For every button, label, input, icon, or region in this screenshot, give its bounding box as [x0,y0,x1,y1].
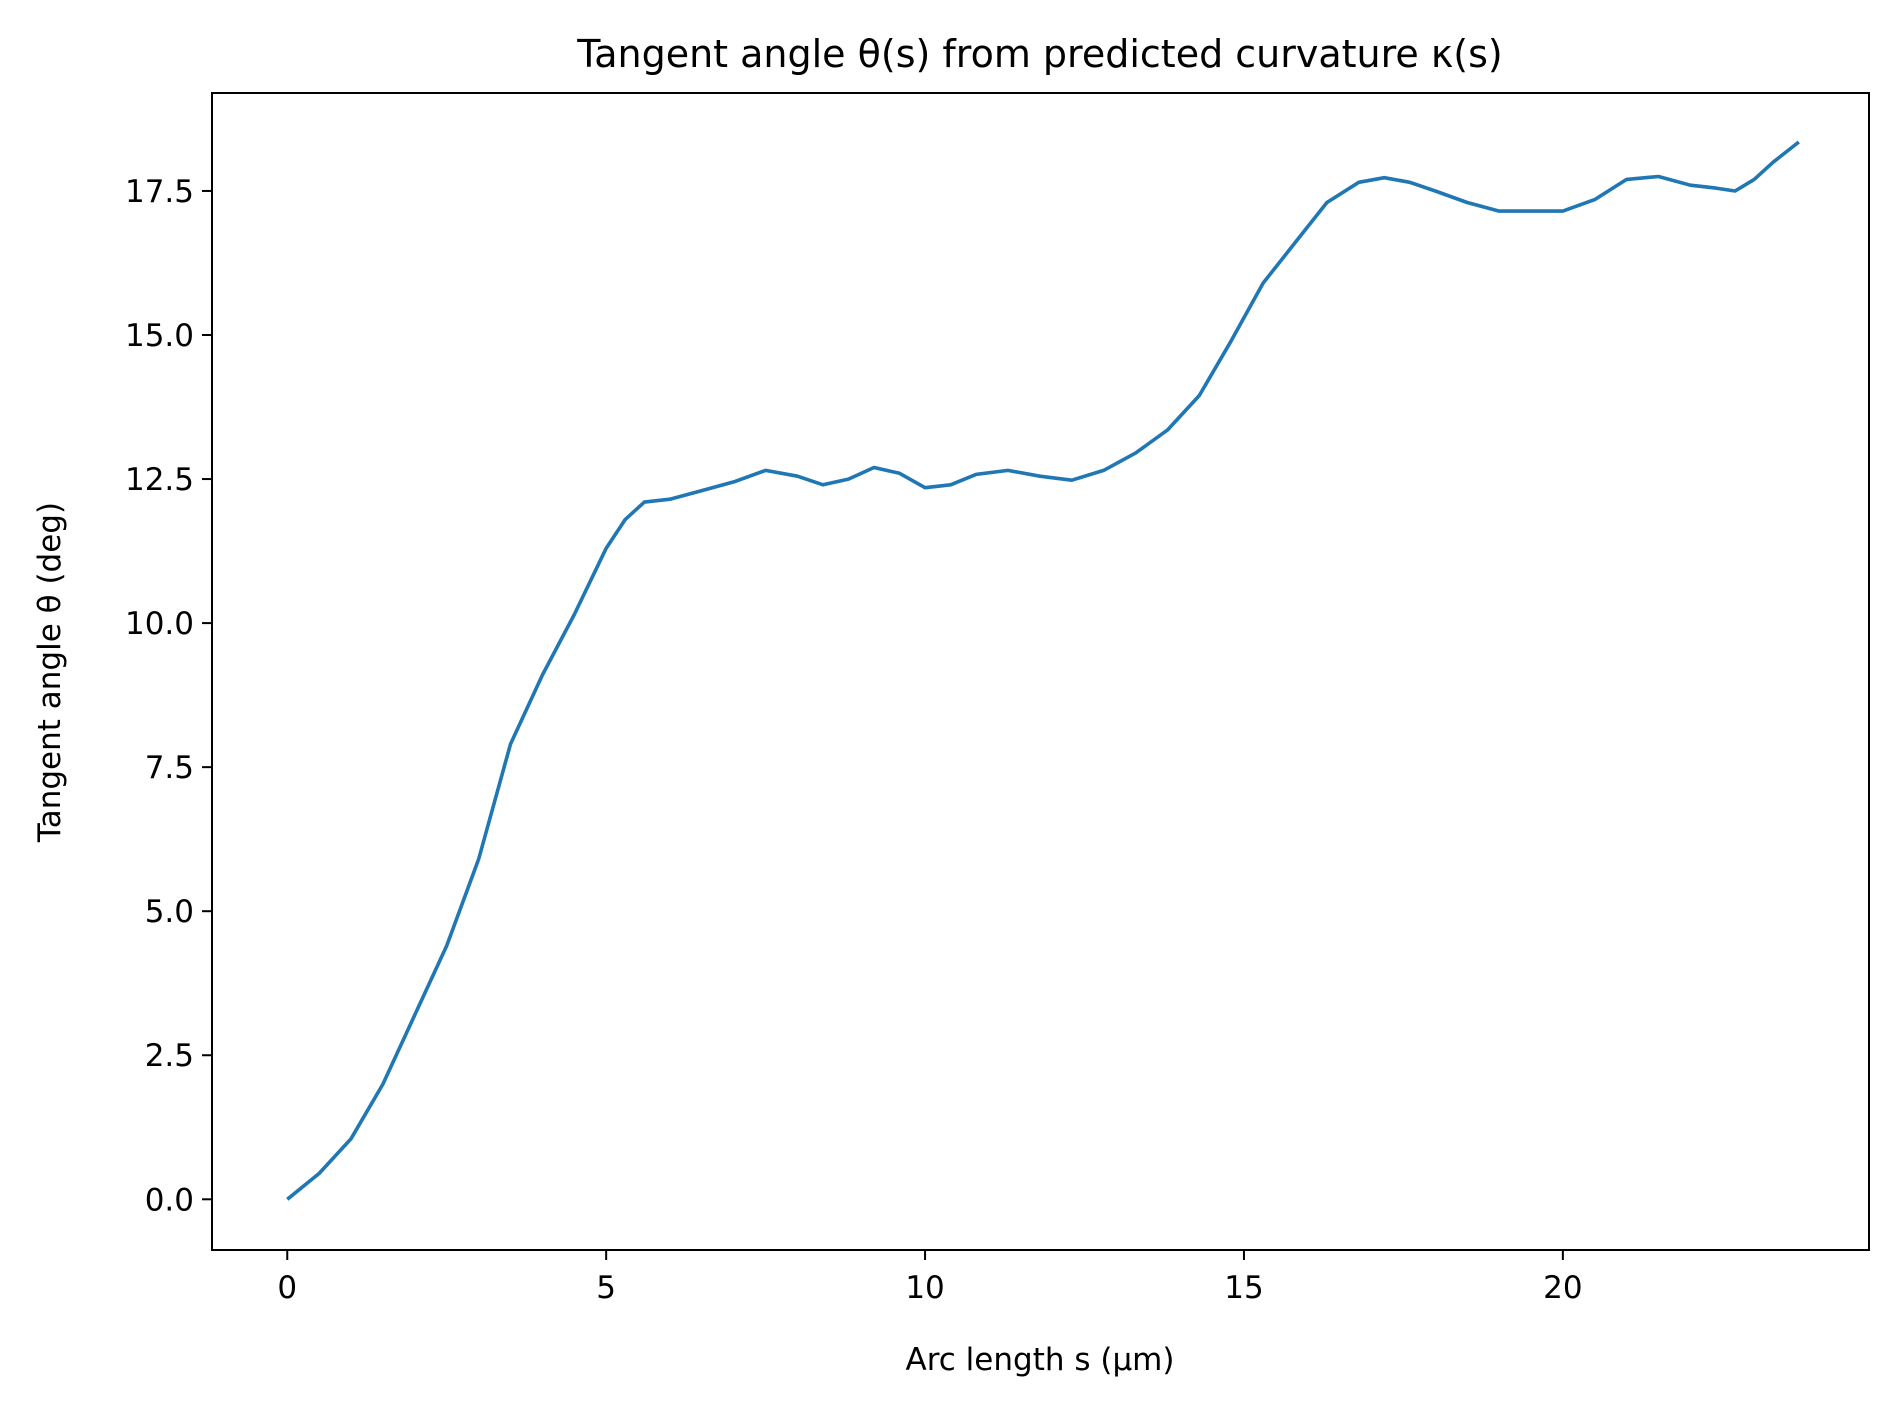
x-axis-label: Arc length s (μm) [906,1342,1175,1378]
plot-area [211,92,1870,1251]
x-axis: 0 5 10 15 20 [277,1250,1583,1306]
x-tick-label: 15 [1224,1270,1263,1306]
x-tick-label: 20 [1543,1270,1582,1306]
y-axis-label: Tangent angle θ (deg) [32,502,68,843]
y-tick-label: 10.0 [125,606,194,642]
x-tick-label: 10 [905,1270,944,1306]
y-tick-label: 0.0 [145,1182,194,1218]
y-tick-label: 7.5 [145,750,194,786]
series-line [286,140,1800,1201]
y-tick-label: 2.5 [145,1038,194,1074]
chart-title: Tangent angle θ(s) from predicted curvat… [576,32,1502,76]
y-tick-label: 12.5 [125,462,194,498]
y-tick-label: 17.5 [125,174,194,210]
plot-frame [211,92,1870,1251]
x-tick-label: 0 [277,1270,297,1306]
x-tick-label: 5 [596,1270,616,1306]
y-tick-label: 15.0 [125,318,194,354]
y-axis: 0.0 2.5 5.0 7.5 10.0 12.5 15.0 17.5 [125,174,212,1218]
y-tick-label: 5.0 [145,894,194,930]
